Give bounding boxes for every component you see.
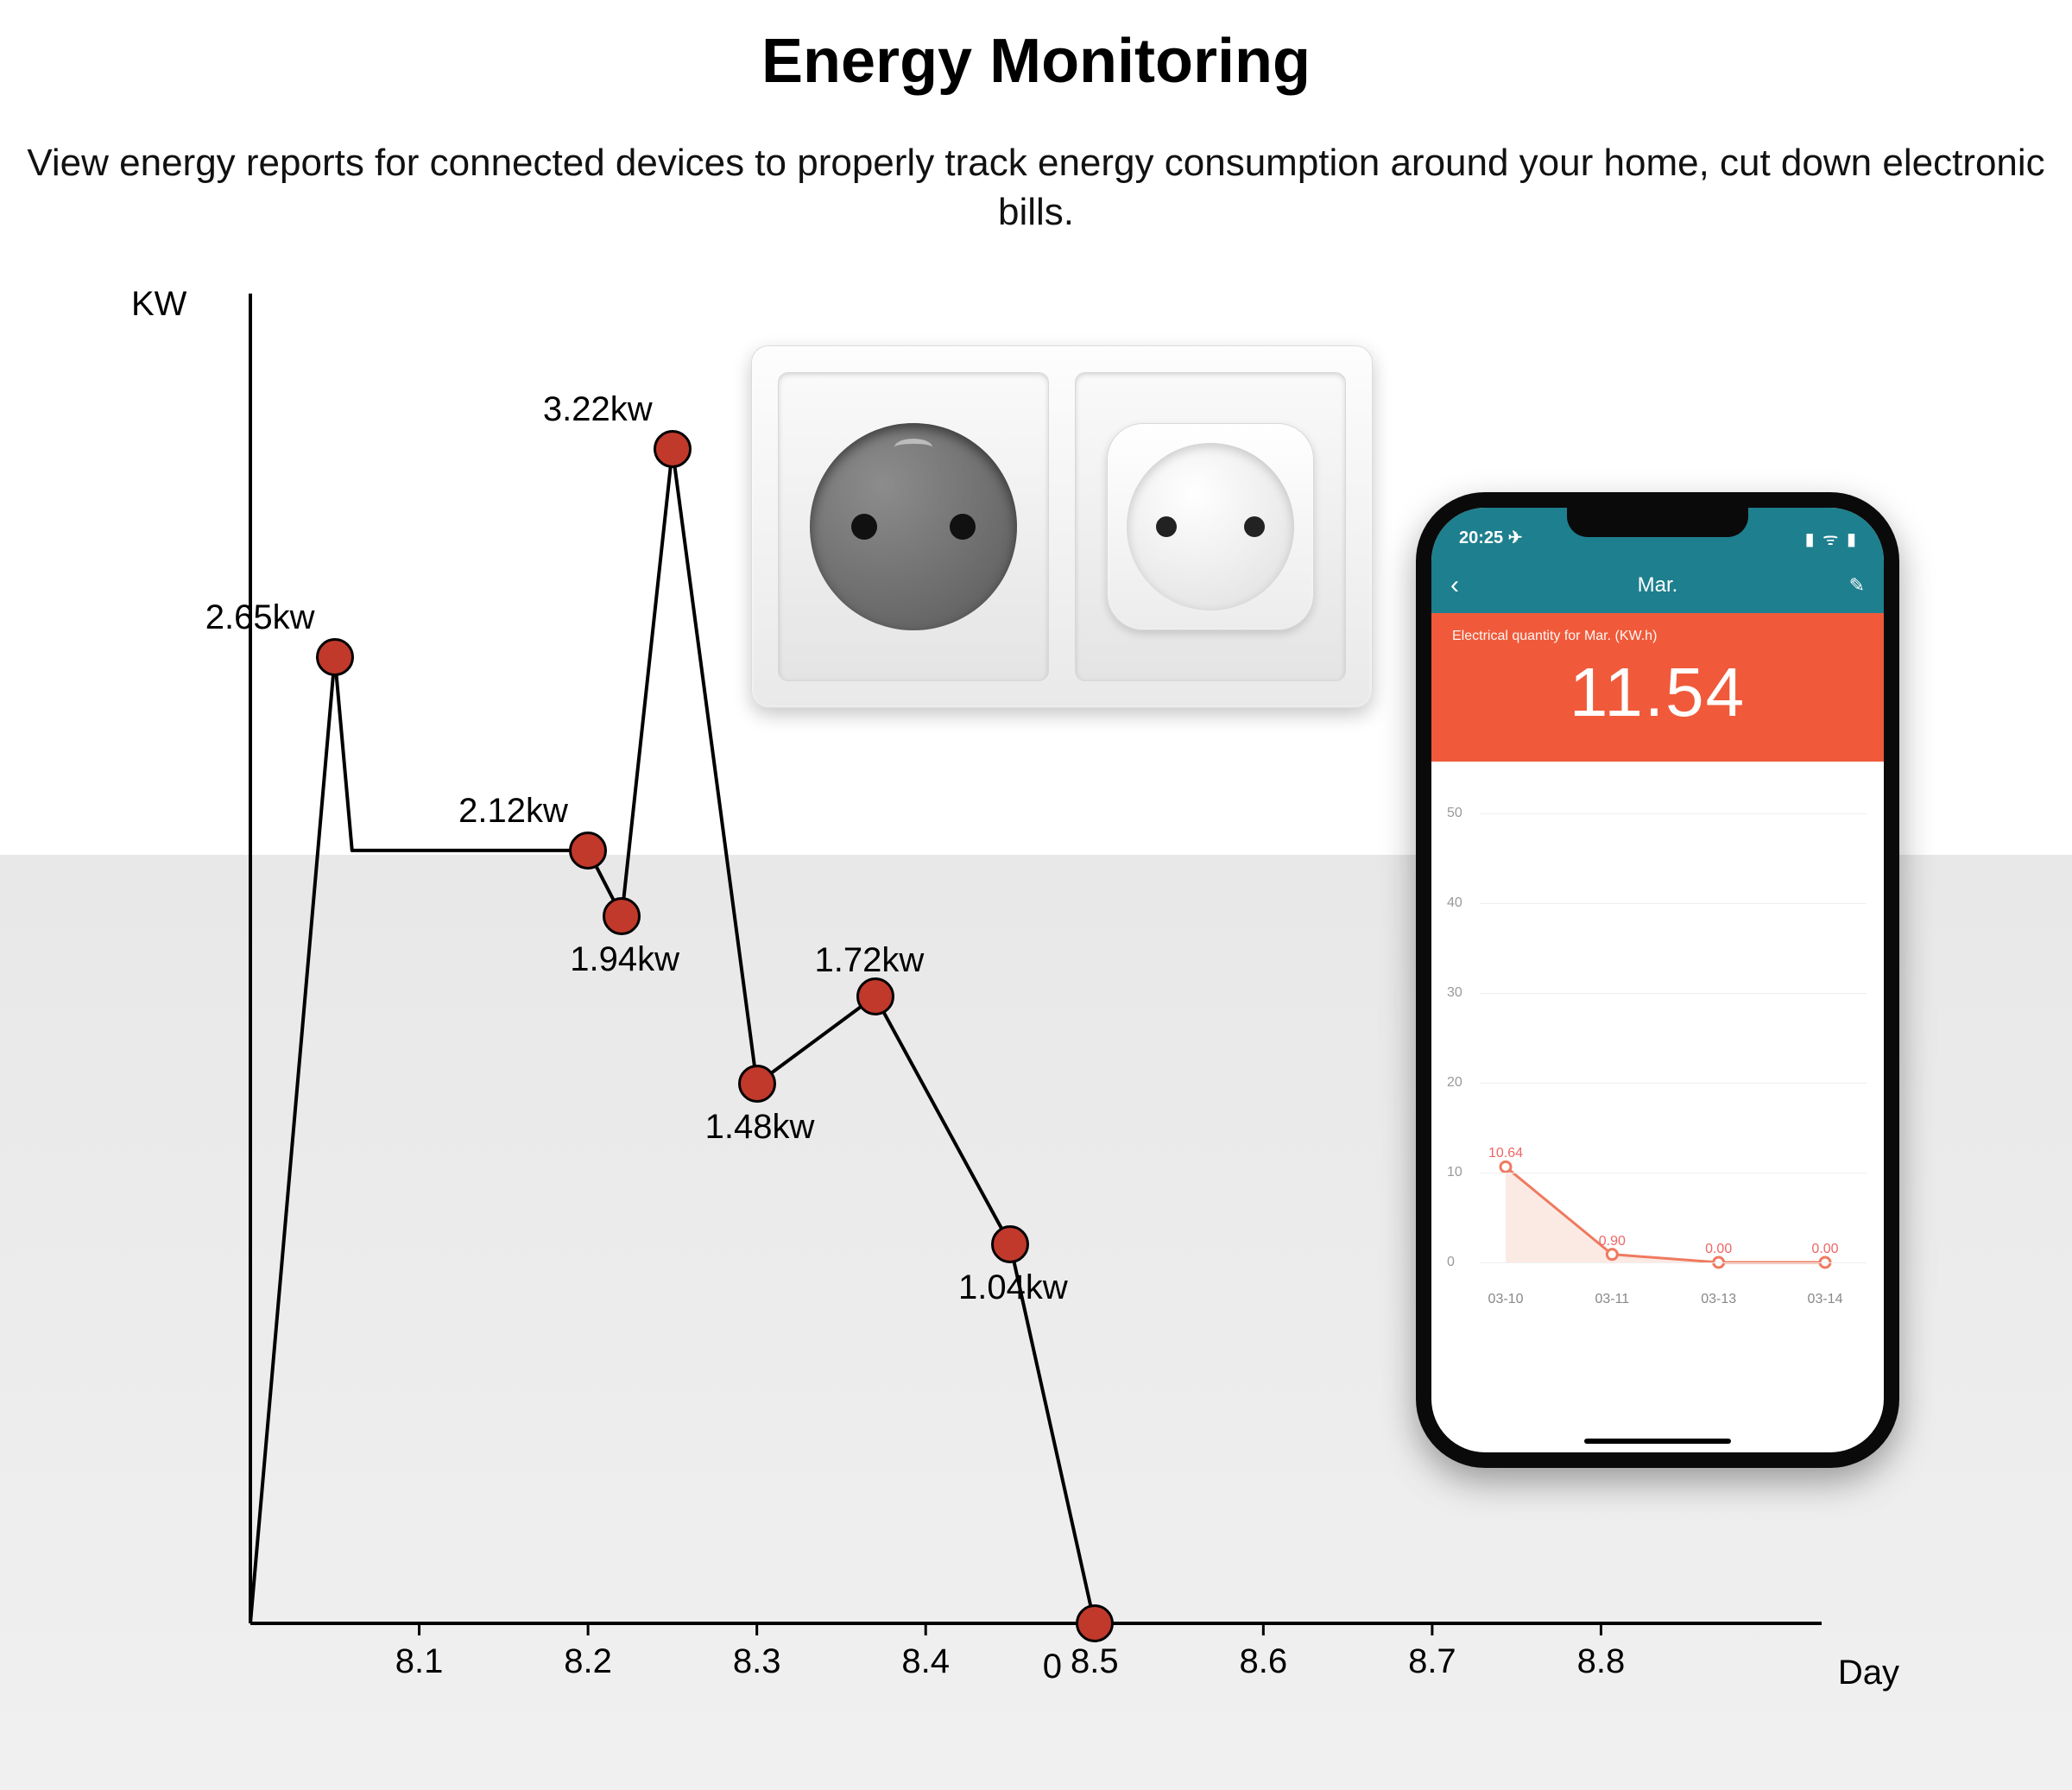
x-tick-label: 8.7 [1408,1642,1456,1681]
phone-grid-line [1480,903,1867,904]
phone-grid-line [1480,1262,1867,1263]
phone-mockup: 20:25 ✈ ▮ ᯤ ▮ ‹ Mar. ✎ Electrical quanti… [1416,492,1899,1468]
phone-grid-line [1480,993,1867,994]
chart-point-label: 1.48kw [705,1108,815,1147]
edit-icon[interactable]: ✎ [1849,574,1865,597]
phone-grid-line [1480,813,1867,814]
phone-y-label: 30 [1447,985,1462,1001]
wall-socket-illustration [751,345,1373,708]
chart-marker [856,977,894,1015]
chart-point-label: 2.65kw [205,598,315,637]
page-title: Energy Monitoring [0,26,2072,97]
chart-marker [654,430,692,468]
x-tick-label: 8.8 [1577,1642,1626,1681]
chart-point-label: 1.04kw [958,1268,1068,1307]
chart-marker [738,1065,776,1103]
x-tick-label: 8.5 [1071,1642,1119,1681]
phone-point-label: 10.64 [1488,1146,1523,1161]
status-time: 20:25 ✈ [1459,527,1522,548]
phone-x-label: 03-10 [1488,1292,1524,1307]
x-tick-label: 8.4 [901,1642,950,1681]
phone-point-label: 0.00 [1705,1242,1732,1257]
phone-chart-svg [1431,762,1868,1314]
electricity-card: Electrical quantity for Mar. (KW.h) 11.5… [1431,613,1884,762]
chart-marker [991,1225,1029,1263]
header-title: Mar. [1638,573,1678,598]
smart-plug [1075,372,1346,681]
x-tick-label: 8.6 [1240,1642,1288,1681]
card-caption: Electrical quantity for Mar. (KW.h) [1452,629,1863,644]
phone-grid-line [1480,1083,1867,1084]
app-header: ‹ Mar. ✎ [1431,558,1884,613]
chart-point-label: 1.72kw [815,941,925,980]
phone-y-label: 0 [1447,1255,1455,1270]
x-tick-label: 8.2 [564,1642,612,1681]
chart-point-label: 3.22kw [543,390,653,429]
home-indicator [1584,1439,1731,1444]
phone-y-label: 20 [1447,1075,1462,1091]
phone-point-label: 0.00 [1811,1242,1838,1257]
status-icons: ▮ ᯤ ▮ [1805,527,1858,550]
phone-x-label: 03-11 [1595,1292,1629,1307]
phone-notch [1567,508,1748,537]
chart-point-label: 0 [1043,1648,1062,1686]
x-tick-label: 8.3 [733,1642,781,1681]
back-icon[interactable]: ‹ [1450,571,1459,600]
x-tick-label: 8.1 [395,1642,444,1681]
chart-marker [603,897,641,935]
phone-x-label: 03-14 [1808,1292,1843,1307]
chart-marker [569,832,607,870]
phone-y-label: 50 [1447,806,1462,821]
chart-point-label: 2.12kw [458,792,568,831]
chart-point-label: 1.94kw [570,940,679,979]
phone-chart: 0 10 20 30 40 50 10.64 03-10 0.90 03-11 0.00 03-13 0… [1431,762,1884,1314]
phone-point-label: 0.90 [1599,1234,1626,1249]
chart-marker [316,638,354,676]
eu-socket [778,372,1049,681]
card-value: 11.54 [1452,653,1863,732]
phone-y-label: 10 [1447,1165,1462,1180]
phone-x-label: 03-13 [1701,1292,1736,1307]
page-subtitle: View energy reports for connected device… [0,138,2072,237]
chart-marker [1076,1604,1114,1642]
phone-y-label: 40 [1447,895,1462,911]
